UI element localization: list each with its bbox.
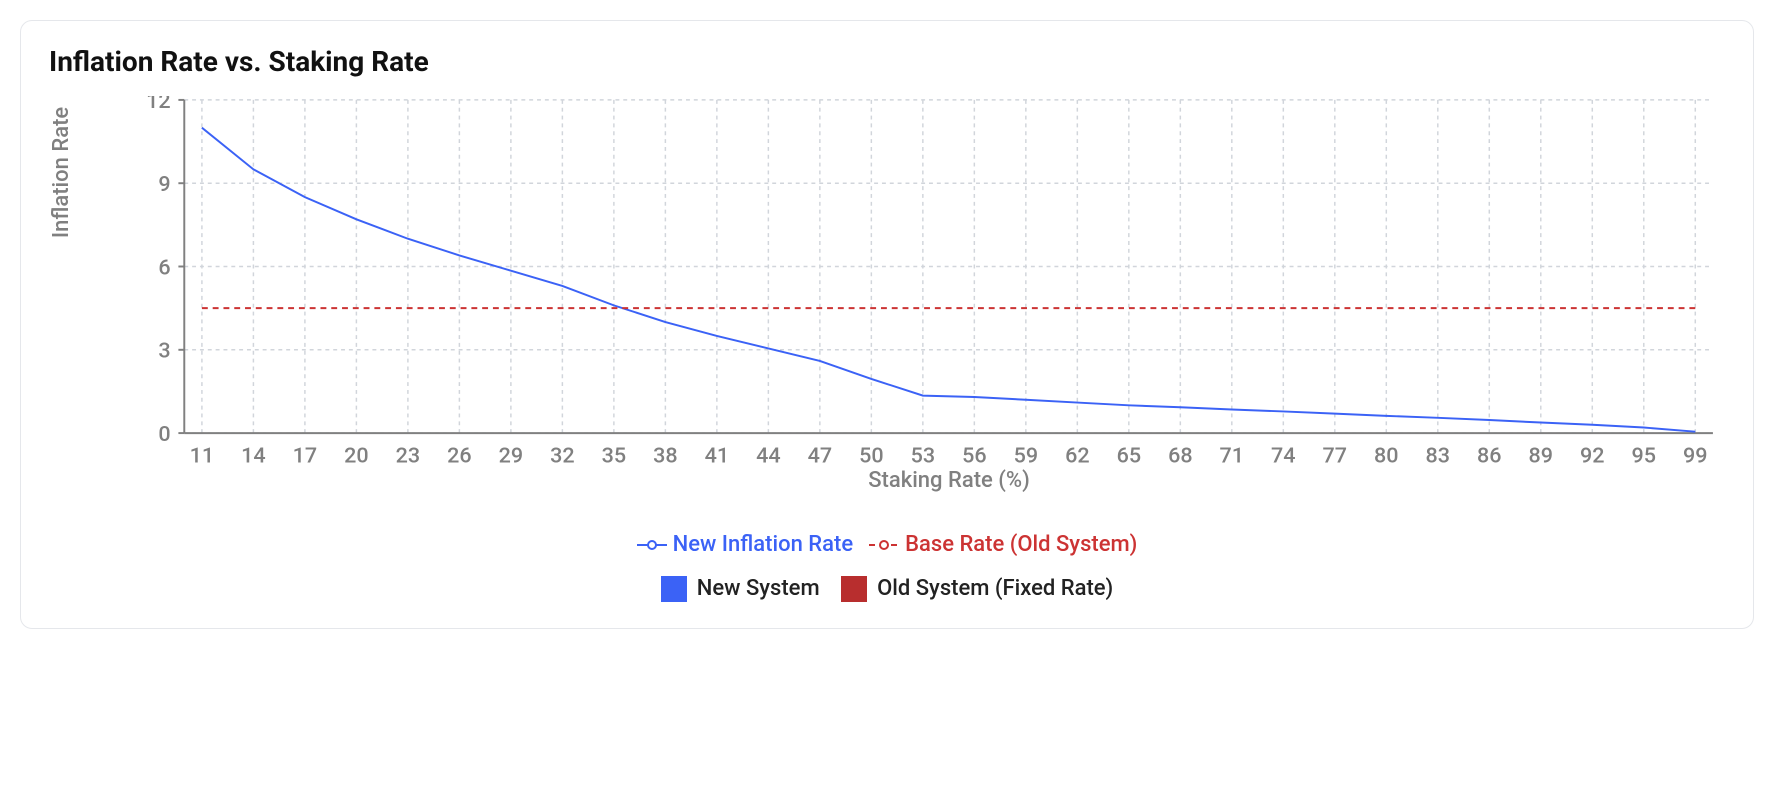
- x-tick-label: 74: [1271, 443, 1296, 468]
- x-tick-label: 65: [1117, 443, 1142, 468]
- x-tick-label: 32: [550, 443, 575, 468]
- x-tick-label: 77: [1323, 443, 1348, 468]
- y-tick-label: 0: [158, 422, 170, 447]
- legend-series: New Inflation Rate Base Rate (Old System): [49, 532, 1725, 558]
- y-axis-label: Inflation Rate: [49, 107, 74, 238]
- chart-area: Inflation Rate 0 3 6 9 12 11 14 17 20 23 26 29 32 35 3…: [49, 96, 1725, 526]
- x-tick-label: 41: [705, 443, 730, 468]
- legend-swatch: [841, 576, 867, 602]
- legend-label: New System: [697, 576, 820, 601]
- x-tick-label: 68: [1168, 443, 1193, 468]
- legend-label: New Inflation Rate: [673, 532, 854, 557]
- x-tick-label: 17: [293, 443, 318, 468]
- x-tick-label: 20: [344, 443, 369, 468]
- y-tick-label: 3: [158, 339, 170, 364]
- legend-systems: New System Old System (Fixed Rate): [49, 576, 1725, 608]
- x-tick-label: 29: [499, 443, 524, 468]
- x-tick-label: 14: [241, 443, 265, 468]
- x-tick-label: 44: [756, 443, 781, 468]
- legend-label: Base Rate (Old System): [905, 532, 1137, 557]
- x-tick-label: 86: [1477, 443, 1502, 468]
- legend-item: New System: [661, 576, 820, 602]
- x-tick-label: 62: [1065, 443, 1090, 468]
- y-tick-label: 9: [158, 172, 170, 197]
- x-tick-label: 71: [1220, 443, 1245, 468]
- x-tick-label: 95: [1632, 443, 1657, 468]
- x-tick-label: 92: [1580, 443, 1605, 468]
- chart-plot: 0 3 6 9 12 11 14 17 20 23 26 29 32 35 38 41 44 47 50 53 56 59…: [119, 96, 1739, 486]
- legend-swatch: [661, 576, 687, 602]
- y-tick-label: 12: [146, 96, 171, 114]
- legend-item: Base Rate (Old System): [869, 532, 1137, 557]
- legend-item: New Inflation Rate: [637, 532, 854, 557]
- x-tick-label: 23: [396, 443, 421, 468]
- y-tick-label: 6: [158, 255, 170, 280]
- x-tick-label: 99: [1683, 443, 1708, 468]
- x-tick-label: 53: [911, 443, 936, 468]
- chart-title: Inflation Rate vs. Staking Rate: [49, 45, 1725, 78]
- series-line: [202, 128, 1695, 432]
- x-tick-label: 38: [653, 443, 678, 468]
- legend-label: Old System (Fixed Rate): [877, 576, 1113, 601]
- x-axis-label: Staking Rate (%): [169, 468, 1729, 493]
- x-tick-label: 47: [808, 443, 833, 468]
- x-tick-label: 11: [190, 443, 215, 468]
- x-tick-label: 26: [447, 443, 472, 468]
- x-tick-label: 80: [1374, 443, 1399, 468]
- x-tick-label: 59: [1014, 443, 1038, 468]
- chart-card: Inflation Rate vs. Staking Rate Inflatio…: [20, 20, 1754, 629]
- x-tick-label: 56: [962, 443, 987, 468]
- x-tick-label: 35: [602, 443, 627, 468]
- x-tick-label: 89: [1529, 443, 1554, 468]
- x-tick-label: 50: [859, 443, 884, 468]
- legend-item: Old System (Fixed Rate): [841, 576, 1113, 602]
- x-tick-label: 83: [1426, 443, 1451, 468]
